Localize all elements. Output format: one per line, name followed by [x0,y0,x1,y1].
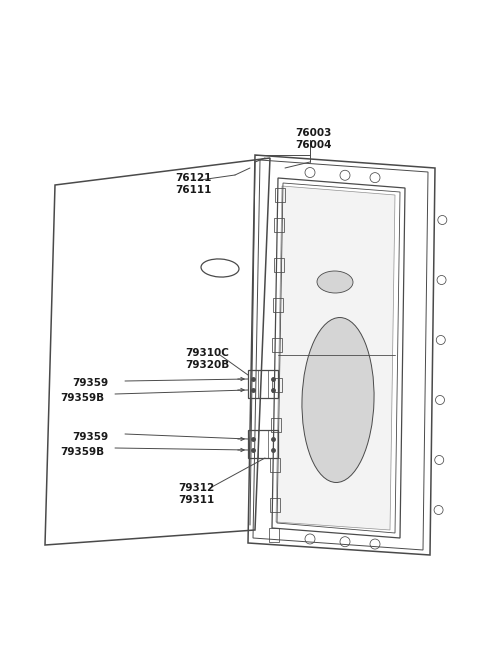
Text: 76003
76004: 76003 76004 [295,128,332,151]
Ellipse shape [317,271,353,293]
Text: 79359: 79359 [72,432,108,442]
Bar [272,378,282,392]
Text: 76121
76111: 76121 76111 [175,173,211,195]
Bar [269,528,279,542]
Bar [275,188,285,202]
Text: 79310C
79320B: 79310C 79320B [185,348,229,370]
Bar [270,498,279,512]
Text: 79359B: 79359B [60,447,104,457]
Bar [273,298,283,312]
Text: 79359: 79359 [72,378,108,388]
Text: 79312
79311: 79312 79311 [178,483,214,506]
Text: 79359B: 79359B [60,393,104,403]
Bar [271,418,281,432]
Ellipse shape [302,318,374,483]
Polygon shape [276,186,395,530]
Bar [272,338,282,352]
Bar [270,458,280,472]
Bar [274,258,284,272]
Bar [274,218,284,232]
